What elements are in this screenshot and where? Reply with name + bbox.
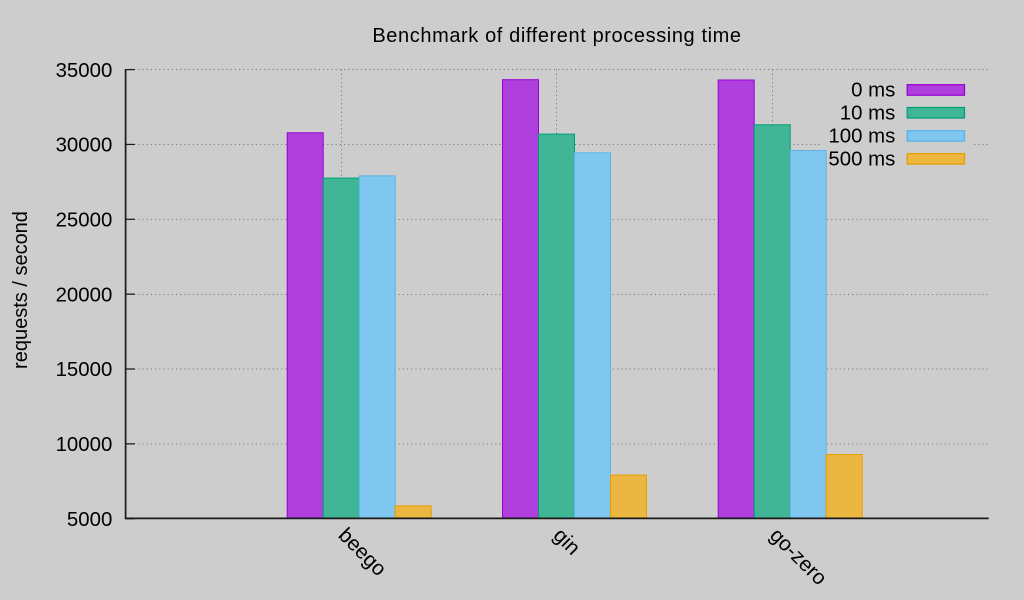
svg-text:15000: 15000	[56, 359, 113, 381]
svg-text:25000: 25000	[56, 210, 113, 232]
svg-text:5000: 5000	[67, 509, 112, 531]
svg-text:10 ms: 10 ms	[840, 102, 896, 124]
svg-text:20000: 20000	[56, 284, 113, 306]
svg-text:35000: 35000	[56, 60, 113, 82]
svg-text:500 ms: 500 ms	[828, 148, 895, 170]
svg-text:30000: 30000	[56, 135, 113, 157]
svg-text:0 ms: 0 ms	[851, 80, 895, 102]
svg-text:100 ms: 100 ms	[828, 126, 895, 148]
svg-text:10000: 10000	[56, 434, 113, 456]
svg-text:Benchmark of different process: Benchmark of different processing time	[372, 25, 741, 47]
svg-text:requests / second: requests / second	[10, 211, 32, 369]
